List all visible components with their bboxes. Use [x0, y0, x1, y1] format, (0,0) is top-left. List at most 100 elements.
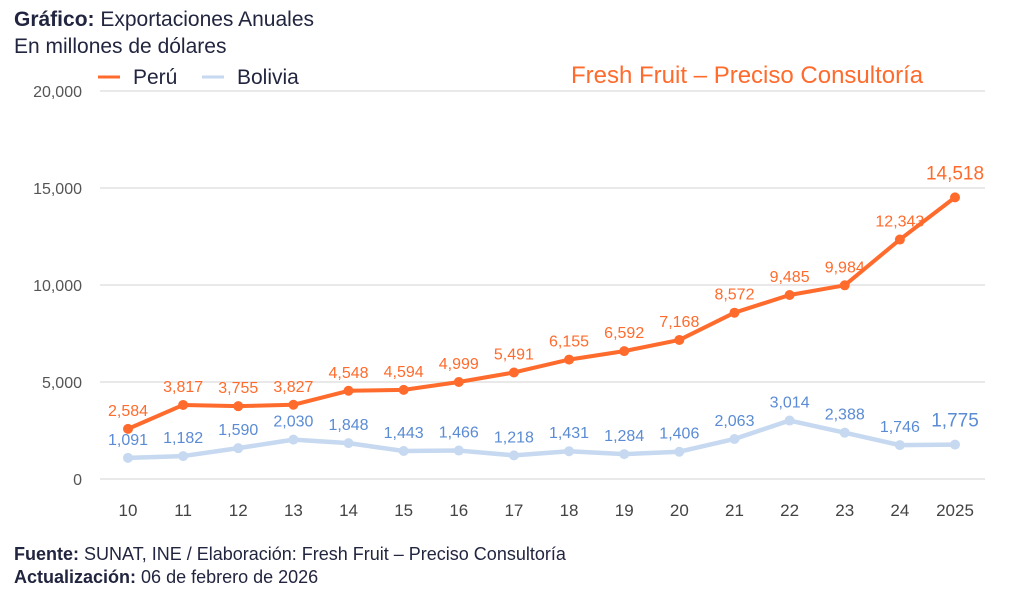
data-point [950, 192, 960, 203]
data-label: 1,406 [659, 426, 699, 443]
data-point [398, 446, 409, 457]
data-label: 9,485 [770, 269, 810, 286]
data-label: 1,218 [494, 429, 534, 446]
update-text: 06 de febrero de 2026 [141, 567, 319, 587]
y-tick-label: 10,000 [33, 278, 82, 295]
chart-subtitle: En millones de dólares [14, 35, 227, 58]
data-point [674, 446, 685, 457]
data-point [288, 399, 299, 410]
y-tick-label: 15,000 [33, 181, 82, 198]
data-label: 1,431 [549, 425, 589, 442]
data-point [343, 438, 354, 449]
data-point [564, 354, 575, 365]
data-label: 3,755 [218, 380, 258, 397]
data-point [123, 452, 133, 463]
x-tick-label: 2025 [936, 501, 974, 520]
data-label: 1,443 [384, 425, 424, 442]
x-tick-label: 21 [725, 501, 744, 520]
data-label: 1,466 [439, 425, 479, 442]
x-tick-label: 16 [449, 501, 468, 520]
data-point [619, 346, 630, 357]
data-label: 1,284 [604, 428, 644, 445]
data-point [508, 450, 519, 461]
data-point [233, 443, 244, 454]
data-point [123, 423, 133, 434]
data-point [508, 367, 519, 378]
x-tick-label: 18 [560, 501, 579, 520]
legend-label-perú: Perú [133, 66, 177, 89]
data-point [343, 385, 354, 396]
data-label: 1,848 [329, 417, 369, 434]
data-point [729, 307, 740, 318]
data-point [894, 234, 905, 245]
data-label: 8,572 [714, 287, 754, 304]
data-label: 3,827 [273, 379, 313, 396]
data-point [288, 434, 299, 445]
chart-title: Gráfico: Exportaciones Anuales [14, 8, 314, 32]
data-label: 12,343 [875, 214, 924, 231]
data-label: 1,091 [108, 432, 148, 449]
x-tick-label: 14 [339, 501, 358, 520]
data-label: 2,584 [108, 403, 148, 420]
data-label: 3,817 [163, 379, 203, 396]
x-tick-label: 13 [284, 501, 303, 520]
brand-label: Fresh Fruit – Preciso Consultoría [571, 62, 924, 89]
series-line-1 [127, 418, 956, 461]
y-tick-label: 20,000 [33, 84, 82, 101]
x-tick-label: 12 [229, 501, 248, 520]
y-tick-label: 5,000 [42, 375, 82, 392]
data-label: 2,030 [273, 414, 313, 431]
data-label: 1,590 [218, 422, 258, 439]
x-tick-label: 20 [670, 501, 689, 520]
title-text: Exportaciones Anuales [100, 8, 314, 31]
data-label: 7,168 [659, 314, 699, 331]
x-tick-label: 24 [890, 501, 909, 520]
data-label: 4,594 [384, 364, 424, 381]
x-tick-label: 10 [119, 501, 138, 520]
data-point [950, 439, 960, 450]
y-tick-label: 0 [73, 472, 82, 489]
data-point [839, 280, 850, 291]
x-tick-label: 23 [835, 501, 854, 520]
x-tick-label: 15 [394, 501, 413, 520]
x-tick-label: 19 [615, 501, 634, 520]
data-point [398, 384, 409, 395]
data-label: 9,984 [825, 259, 865, 276]
data-label: 6,592 [604, 325, 644, 342]
data-label: 14,518 [926, 163, 984, 184]
source-note: Fuente: SUNAT, INE / Elaboración: Fresh … [14, 544, 566, 565]
x-tick-label: 11 [174, 501, 192, 520]
title-label: Gráfico: [14, 8, 95, 31]
data-point [784, 289, 795, 300]
data-label: 1,746 [880, 419, 920, 436]
data-point [233, 401, 244, 412]
data-label: 6,155 [549, 334, 589, 351]
data-label: 2,063 [714, 413, 754, 430]
data-point [894, 440, 905, 451]
source-text: SUNAT, INE / Elaboración: Fresh Fruit – … [84, 544, 566, 564]
data-point [178, 399, 189, 410]
data-label: 4,999 [439, 356, 479, 373]
data-label: 4,548 [329, 365, 369, 382]
data-label: 2,388 [825, 407, 865, 424]
series-line-0 [127, 195, 957, 431]
source-label: Fuente: [14, 544, 79, 564]
update-note: Actualización: 06 de febrero de 2026 [14, 567, 318, 588]
data-label: 5,491 [494, 346, 534, 363]
data-point [564, 446, 575, 457]
data-point [674, 334, 685, 345]
data-point [453, 377, 464, 388]
data-point [619, 449, 630, 460]
x-tick-label: 22 [780, 501, 799, 520]
data-label: 1,182 [163, 430, 203, 447]
data-label: 1,775 [931, 411, 979, 432]
data-point [839, 427, 850, 438]
data-point [729, 433, 740, 444]
data-point [453, 445, 464, 456]
data-label: 3,014 [770, 395, 810, 412]
update-label: Actualización: [14, 567, 137, 587]
data-point [178, 451, 189, 462]
data-point [784, 415, 795, 426]
